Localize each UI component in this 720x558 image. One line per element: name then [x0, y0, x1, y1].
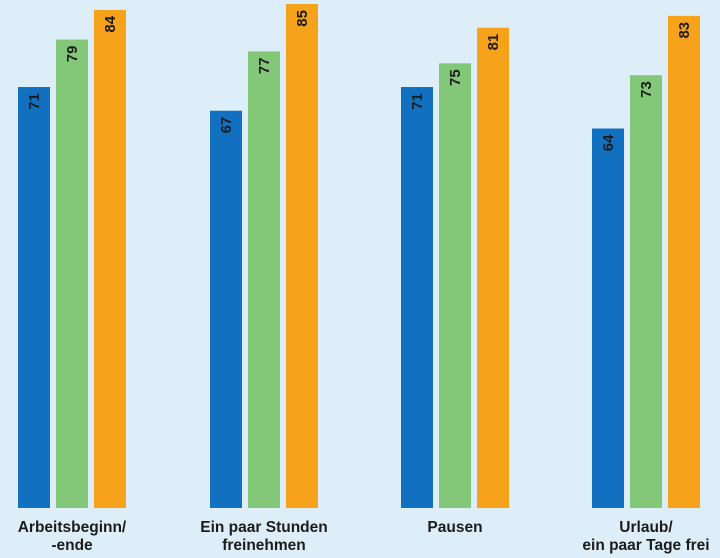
- category-label: Pausen: [427, 519, 482, 536]
- bar-group: 67 77 85: [210, 4, 318, 508]
- bar: [439, 63, 471, 508]
- bar: [477, 28, 509, 508]
- category-label: Ein paar Stunden: [200, 519, 327, 536]
- bar-value-label: 67: [218, 117, 235, 134]
- bar-group: 71 79 84: [18, 10, 126, 508]
- bar-value-label: 84: [102, 15, 119, 32]
- bar-value-label: 81: [485, 34, 502, 51]
- bar-value-label: 71: [26, 93, 43, 110]
- category-label: Urlaub/: [619, 519, 673, 536]
- bar: [18, 87, 50, 508]
- bar: [668, 16, 700, 508]
- bar-value-label: 85: [294, 10, 311, 27]
- category-label: Arbeitsbeginn/: [18, 519, 127, 536]
- bar: [401, 87, 433, 508]
- bar: [592, 129, 624, 508]
- bar-value-label: 83: [676, 22, 693, 39]
- bar: [56, 40, 88, 508]
- bar-value-label: 79: [64, 46, 81, 63]
- bar: [248, 51, 280, 508]
- category-label: freinehmen: [222, 537, 306, 554]
- bar-group: 71 75 81: [401, 28, 509, 508]
- bar: [286, 4, 318, 508]
- bar: [94, 10, 126, 508]
- bar-value-label: 64: [600, 134, 617, 151]
- bar: [630, 75, 662, 508]
- category-label: ein paar Tage frei: [582, 537, 709, 554]
- bar-group: 64 73 83: [592, 16, 700, 508]
- bar-value-label: 73: [638, 81, 655, 98]
- bar-value-label: 77: [256, 57, 273, 74]
- bar: [210, 111, 242, 508]
- category-label: -ende: [51, 537, 93, 554]
- bar-value-label: 75: [447, 69, 464, 86]
- bar-value-label: 71: [409, 93, 426, 110]
